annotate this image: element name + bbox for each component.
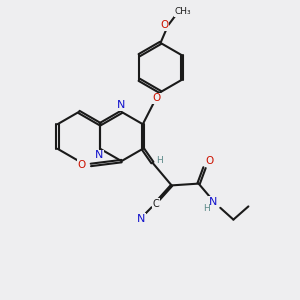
Text: O: O xyxy=(206,156,214,166)
Text: CH₃: CH₃ xyxy=(175,8,191,16)
Text: H: H xyxy=(157,156,163,165)
Text: O: O xyxy=(160,20,169,31)
Text: N: N xyxy=(95,150,103,161)
Text: H: H xyxy=(203,204,210,213)
Text: N: N xyxy=(209,197,217,207)
Text: N: N xyxy=(117,100,126,110)
Text: C: C xyxy=(153,199,159,209)
Text: O: O xyxy=(78,160,86,170)
Text: O: O xyxy=(152,93,161,103)
Text: N: N xyxy=(137,214,145,224)
